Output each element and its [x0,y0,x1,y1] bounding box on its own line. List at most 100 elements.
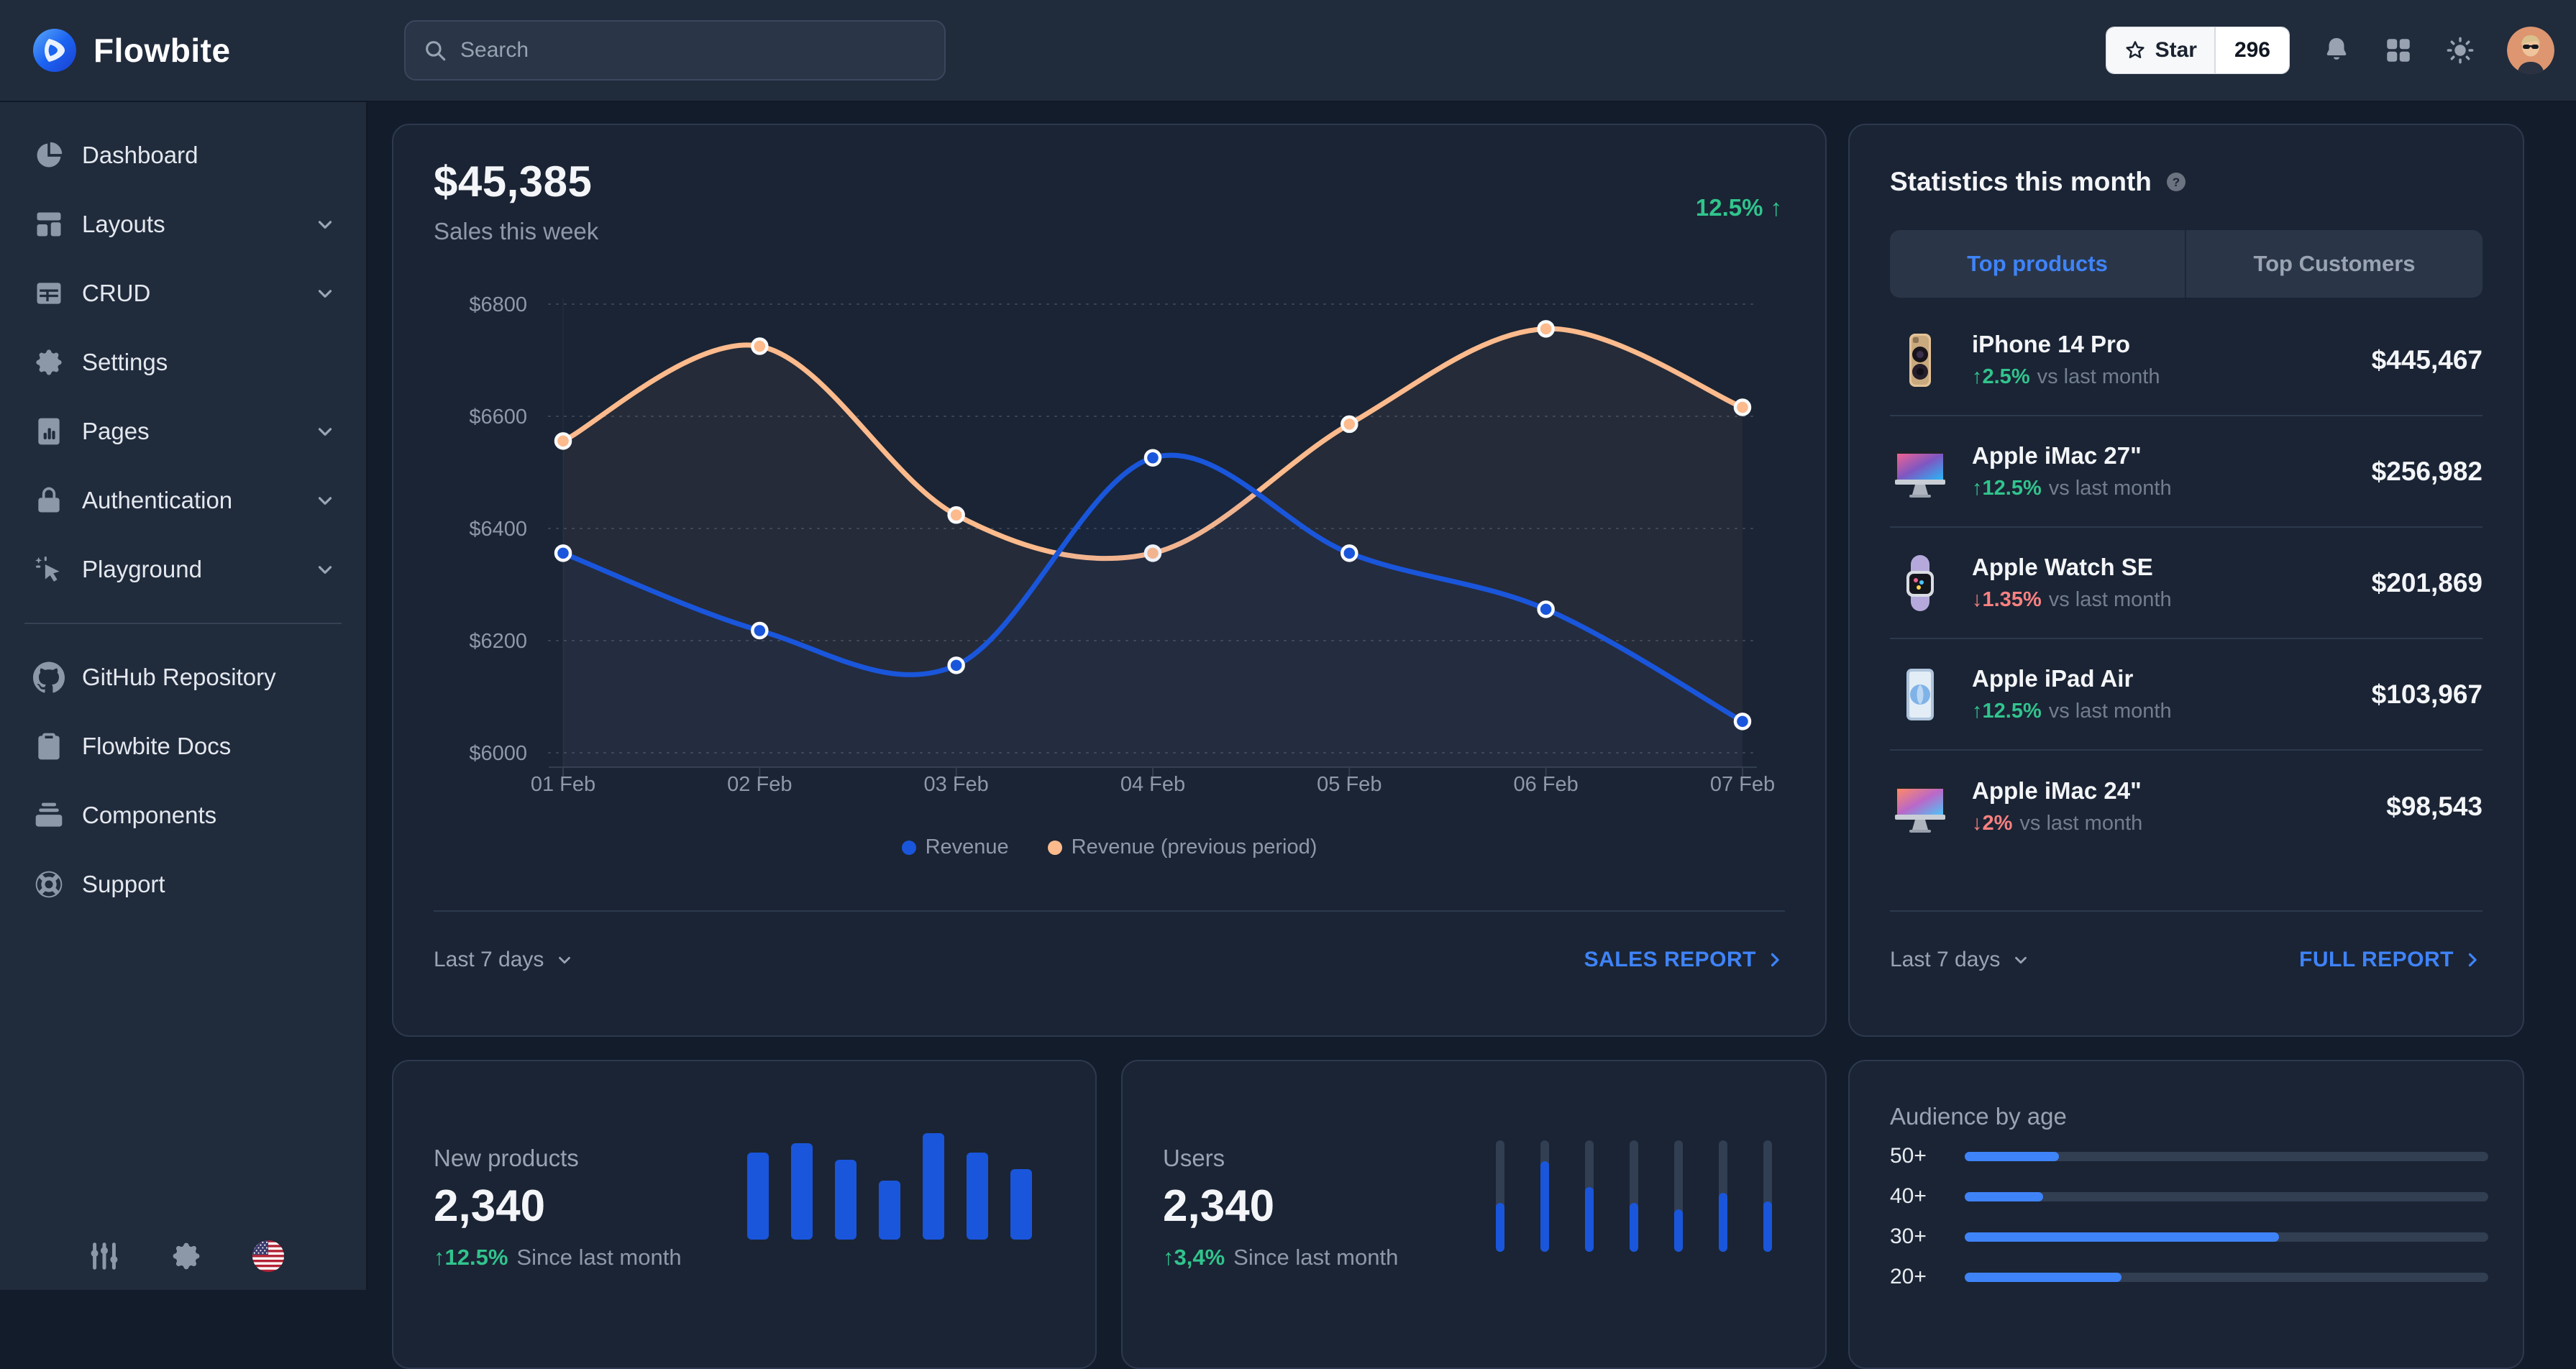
audience-row: 40+ [1890,1185,2488,1208]
legend-item[interactable]: Revenue [902,835,1009,859]
legend-item[interactable]: Revenue (previous period) [1048,835,1317,859]
sales-change-value: 12.5% [1696,194,1763,221]
sidebar-item-layouts[interactable]: Layouts [0,190,366,259]
sales-change-badge: 12.5% ↑ [1696,194,1782,221]
audience-row: 30+ [1890,1225,2488,1248]
new-products-value: 2,340 [434,1181,682,1232]
sidebar-item-dashboard[interactable]: Dashboard [0,121,366,190]
top-navbar: Flowbite Star 296 [0,0,2576,102]
sales-week-card: $45,385 Sales this week 12.5% ↑ $6800$66… [392,124,1827,1037]
chevron-down-icon [555,951,574,969]
sales-subtitle: Sales this week [434,218,598,245]
product-name: Apple iMac 27" [1972,442,2172,470]
users-note: Since last month [1233,1245,1398,1270]
tab-top-products[interactable]: Top products [1890,230,2186,298]
sidebar-item-crud[interactable]: CRUD [0,259,366,328]
notifications-bell-icon[interactable] [2321,35,2352,65]
new-products-note: Since last month [516,1245,681,1270]
iphone-thumbnail [1890,330,1950,390]
audience-age-label: 50+ [1890,1144,1965,1168]
us-flag-icon[interactable] [252,1240,285,1273]
legend-label: Revenue (previous period) [1072,835,1317,859]
date-range-dropdown[interactable]: Last 7 days [1890,948,2030,972]
audience-progress-fill [1965,1192,2043,1201]
users-card: Users 2,340 ↑3,4% Since last month [1121,1060,1827,1369]
imac-thumbnail [1890,777,1950,837]
chevron-down-icon [314,421,336,442]
sales-report-link[interactable]: SALES REPORT [1584,948,1785,972]
layouts-icon [33,209,65,240]
svg-text:06 Feb: 06 Feb [1514,773,1579,796]
statistics-card: Statistics this month ? Top products Top… [1848,124,2524,1037]
theme-sun-icon[interactable] [2445,35,2475,65]
sidebar-item-support[interactable]: Support [0,850,366,919]
adjustments-sliders-icon[interactable] [88,1240,121,1273]
svg-text:04 Feb: 04 Feb [1120,773,1185,796]
sales-report-label: SALES REPORT [1584,948,1756,972]
github-icon [33,661,65,693]
sidebar-item-label: Layouts [82,211,165,238]
product-name: Apple iMac 24" [1972,777,2142,805]
github-star-button[interactable]: Star 296 [2106,27,2290,74]
users-column-chart [1496,1140,1772,1252]
new-products-label: New products [434,1145,682,1172]
audience-progress-track [1965,1192,2488,1201]
product-name: Apple Watch SE [1972,554,2172,581]
sidebar-item-label: Authentication [82,487,232,514]
legend-label: Revenue [926,835,1009,859]
gear-icon[interactable] [170,1240,203,1273]
audience-progress-track [1965,1232,2488,1242]
sidebar-item-label: Dashboard [82,142,198,169]
cursor-sparkle-icon [33,554,65,585]
date-range-dropdown[interactable]: Last 7 days [434,948,574,972]
sidebar-item-label: GitHub Repository [82,664,276,691]
sidebar-divider [24,623,342,624]
audience-rows: 50+40+30+20+ [1890,1145,2488,1306]
sidebar-footer-tools [0,1240,366,1273]
audience-progress-track [1965,1152,2488,1161]
top-products-list: iPhone 14 Pro ↑2.5% vs last month $445,4… [1890,305,2483,862]
sidebar-item-settings[interactable]: Settings [0,328,366,397]
svg-text:?: ? [2173,175,2180,189]
table-icon [33,278,65,309]
svg-text:02 Feb: 02 Feb [727,773,792,796]
chevron-right-icon [2462,950,2483,970]
gear-icon [33,347,65,378]
product-name: iPhone 14 Pro [1972,331,2160,358]
brand[interactable]: Flowbite [32,0,231,101]
document-chart-icon [33,416,65,447]
users-value: 2,340 [1163,1181,1398,1232]
sidebar-item-flowbite-docs[interactable]: Flowbite Docs [0,712,366,781]
navbar-actions: Star 296 [2106,0,2554,101]
help-question-icon[interactable]: ? [2165,170,2188,193]
tab-top-customers[interactable]: Top Customers [2186,230,2483,298]
sidebar-item-components[interactable]: Components [0,781,366,850]
new-products-bar-chart [747,1127,1032,1240]
user-avatar[interactable] [2507,27,2554,74]
chevron-down-icon [314,559,336,580]
sidebar-item-playground[interactable]: Playground [0,535,366,604]
sidebar-item-label: Settings [82,349,168,376]
search-input[interactable] [460,38,927,63]
product-note: vs last month [2049,700,2172,723]
full-report-link[interactable]: FULL REPORT [2299,948,2483,972]
apple-watch-thumbnail [1890,553,1950,613]
product-note: vs last month [2019,812,2142,835]
sidebar-item-authentication[interactable]: Authentication [0,466,366,535]
users-label: Users [1163,1145,1398,1172]
new-products-change: ↑12.5% [434,1245,508,1270]
product-note: vs last month [2049,477,2172,500]
product-note: vs last month [2049,588,2172,612]
search-box[interactable] [404,20,946,81]
chart-legend: Revenue Revenue (previous period) [393,835,1825,859]
brand-title: Flowbite [93,31,231,70]
sidebar-item-pages[interactable]: Pages [0,397,366,466]
apps-grid-icon[interactable] [2383,35,2413,65]
sidebar-item-github-repository[interactable]: GitHub Repository [0,643,366,712]
product-name: Apple iPad Air [1972,665,2172,692]
audience-by-age-card: Audience by age 50+40+30+20+ [1848,1060,2524,1369]
chevron-down-icon [314,283,336,304]
product-amount: $201,869 [2372,568,2483,598]
users-change: ↑3,4% [1163,1245,1225,1270]
